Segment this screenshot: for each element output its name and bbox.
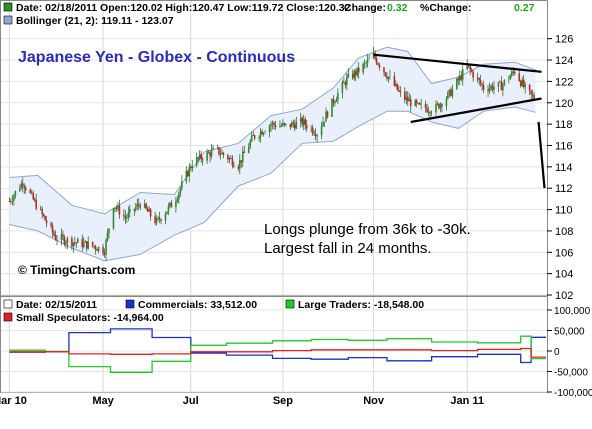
change-value: 0.32 xyxy=(387,2,408,14)
cot-series-lines xyxy=(9,328,546,373)
trendlines xyxy=(373,53,546,189)
price-y-tick-label: 122 xyxy=(555,76,573,88)
cot-line-commercials xyxy=(9,328,546,364)
bollinger-lower-line xyxy=(9,106,536,262)
price-y-tick-label: 126 xyxy=(555,34,573,46)
large-traders-legend-swatch xyxy=(285,299,295,309)
change-label: Change: xyxy=(344,2,386,14)
price-y-tick-label: 104 xyxy=(555,269,573,281)
pct-change-label: %Change: xyxy=(420,2,471,14)
price-y-tick-label: 112 xyxy=(555,183,573,195)
copyright-label: © TimingCharts.com xyxy=(18,263,135,277)
bollinger-legend-swatch xyxy=(3,15,13,25)
price-y-tick-label: 106 xyxy=(555,247,573,259)
x-tick-label: Jan 11 xyxy=(450,395,484,407)
price-y-tick-label: 114 xyxy=(555,162,573,174)
pct-change-value: 0.27 xyxy=(514,2,535,14)
cot-line-large-traders xyxy=(9,335,546,373)
cot-y-tick-label: -50,000 xyxy=(554,368,588,379)
cot-date-label: Date: 02/15/2011 xyxy=(16,299,97,311)
x-tick-label: May xyxy=(92,395,114,407)
price-y-tick-label: 120 xyxy=(555,98,573,110)
cot-y-tick-label: 0 xyxy=(554,347,560,358)
annotation-line-2: Largest fall in 24 months. xyxy=(264,240,432,257)
chart-title: Japanese Yen - Globex - Continuous xyxy=(18,49,295,66)
price-y-axis: 102 104 106 108 110 112 114 116 118 120 122 124 126 xyxy=(547,34,573,302)
price-candles xyxy=(8,46,535,261)
price-y-tick-label: 118 xyxy=(555,119,573,131)
price-y-tick-label: 102 xyxy=(555,290,573,302)
commercials-label: Commercials: 33,512.00 xyxy=(138,299,257,311)
small-speculators-label: Small Speculators: -14,964.00 xyxy=(16,312,164,324)
price-y-tick-label: 116 xyxy=(555,140,573,152)
x-tick-label: Jul xyxy=(183,395,199,407)
cot-y-tick-label: -100,000 xyxy=(554,388,592,399)
trendline xyxy=(410,97,542,124)
small-speculators-legend-swatch xyxy=(3,312,13,322)
bollinger-label: Bollinger (21, 2): 119.11 - 123.07 xyxy=(16,15,174,27)
x-tick-label: Mar 10 xyxy=(0,395,27,407)
x-tick-label: Sep xyxy=(273,395,293,407)
cot-y-tick-label: 50,000 xyxy=(554,327,585,338)
price-y-tick-label: 108 xyxy=(555,226,573,238)
cot-legend: Date: 02/15/2011 Commercials: 33,512.00 … xyxy=(3,299,424,324)
trendline xyxy=(537,121,546,189)
price-y-tick-label: 124 xyxy=(555,55,573,67)
large-traders-label: Large Traders: -18,548.00 xyxy=(298,299,424,311)
x-axis: Mar 10 May Jul Sep Nov Jan 11 xyxy=(0,395,484,407)
cot-line-small-speculators xyxy=(9,347,546,358)
commercials-legend-swatch xyxy=(125,299,135,309)
header-legend: Date: 02/18/2011 Open:120.02 High:120.47… xyxy=(3,2,535,27)
trendline xyxy=(373,53,542,73)
annotation-line-1: Longs plunge from 36k to -30k. xyxy=(264,221,471,238)
x-tick-label: Nov xyxy=(363,395,385,407)
cot-y-axis: 100,000 50,000 0 -50,000 -100,000 xyxy=(547,306,592,399)
price-y-tick-label: 110 xyxy=(555,205,573,217)
quote-line: Date: 02/18/2011 Open:120.02 High:120.47… xyxy=(16,2,351,14)
ohlc-legend-swatch xyxy=(3,2,13,12)
cot-y-tick-label: 100,000 xyxy=(554,306,591,317)
date-legend-swatch xyxy=(3,299,13,309)
